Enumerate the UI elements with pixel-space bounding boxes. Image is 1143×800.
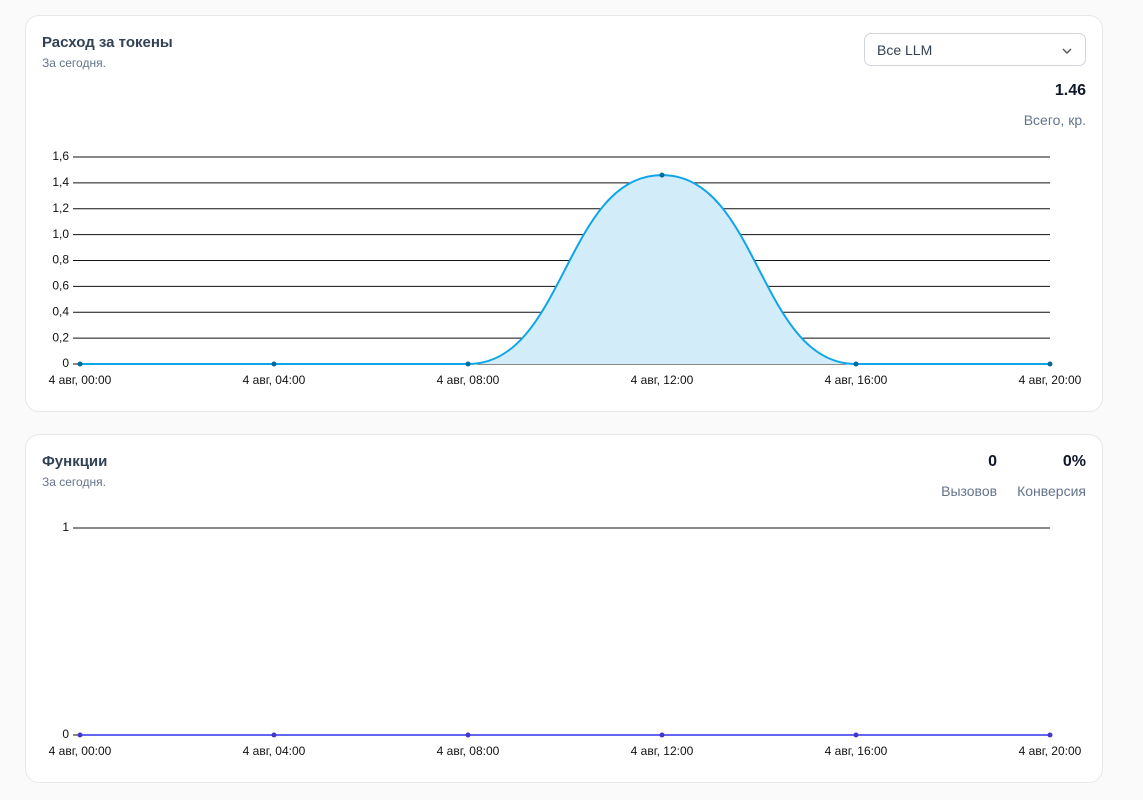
x-tick-label: 4 авг, 12:00 — [631, 744, 694, 758]
area — [80, 175, 1050, 364]
point — [853, 732, 859, 738]
y-tick-label: 1,0 — [52, 227, 69, 241]
card-title: Функции — [42, 453, 108, 470]
x-tick-label: 4 авг, 20:00 — [1019, 744, 1082, 758]
card-subtitle: За сегодня. — [42, 56, 106, 70]
y-tick-label: 0,6 — [52, 279, 69, 293]
y-tick-label: 1,2 — [52, 201, 69, 215]
card: Расход за токены За сегодня. Все LLM 1.4… — [25, 15, 1103, 412]
point — [77, 732, 83, 738]
y-tick-label: 0 — [62, 727, 69, 741]
y-tick-label: 0,8 — [52, 253, 69, 267]
point — [465, 732, 471, 738]
stat: 0% Конверсия — [1017, 453, 1086, 499]
x-tick-label: 4 авг, 00:00 — [49, 744, 112, 758]
y-tick-label: 0,2 — [52, 330, 69, 344]
chevron-icon — [1062, 48, 1072, 54]
stats: 0 Вызовов 0% Конверсия — [941, 453, 1086, 499]
x-tick-label: 4 авг, 16:00 — [825, 744, 888, 758]
llm-select[interactable]: Все LLM — [864, 33, 1086, 66]
card: Функции За сегодня. 0 Вызовов 0% Конверсия … — [25, 434, 1103, 783]
x-tick-label: 4 авг, 08:00 — [437, 744, 500, 758]
stat-value: 1.46 — [1054, 82, 1086, 99]
point — [465, 361, 471, 367]
y-tick-label: 1,4 — [52, 175, 69, 189]
point — [271, 732, 277, 738]
point — [853, 361, 859, 367]
card-title: Расход за токены — [42, 34, 173, 51]
point — [659, 732, 665, 738]
point — [271, 361, 277, 367]
x-tick-label: 4 авг, 00:00 — [49, 373, 112, 387]
stats: 1.46 Всего, кр. — [1024, 82, 1086, 128]
stat-label: Конверсия — [1017, 483, 1086, 499]
x-tick-label: 4 авг, 16:00 — [825, 373, 888, 387]
x-tick-label: 4 авг, 04:00 — [243, 373, 306, 387]
y-tick-label: 1,6 — [52, 149, 69, 163]
y-tick-label: 0,4 — [52, 304, 69, 318]
y-tick-label: 1 — [62, 520, 69, 534]
select-value: Все LLM — [877, 42, 933, 58]
stat: 1.46 Всего, кр. — [1024, 82, 1086, 128]
stat-value: 0 — [988, 453, 998, 470]
point — [77, 361, 83, 367]
chart: 0 0,2 0,4 0,6 0,8 1,0 1,2 1,4 1,6 4 авг, 00:00 4 а… — [49, 149, 1082, 387]
point — [1047, 361, 1053, 367]
x-tick-label: 4 авг, 08:00 — [437, 373, 500, 387]
x-tick-label: 4 авг, 04:00 — [243, 744, 306, 758]
y-tick-label: 0 — [62, 356, 69, 370]
stat-label: Вызовов — [941, 483, 998, 499]
stat-value: 0% — [1062, 453, 1086, 470]
stat-label: Всего, кр. — [1023, 112, 1086, 128]
point — [1047, 732, 1053, 738]
point — [659, 172, 665, 178]
card-subtitle: За сегодня. — [42, 475, 106, 489]
x-tick-label: 4 авг, 20:00 — [1019, 373, 1082, 387]
stat: 0 Вызовов — [941, 453, 997, 499]
chart: 0 1 4 авг, 00:00 4 авг, 04:00 4 авг, 08:00 4 … — [49, 520, 1082, 758]
x-tick-label: 4 авг, 12:00 — [631, 373, 694, 387]
